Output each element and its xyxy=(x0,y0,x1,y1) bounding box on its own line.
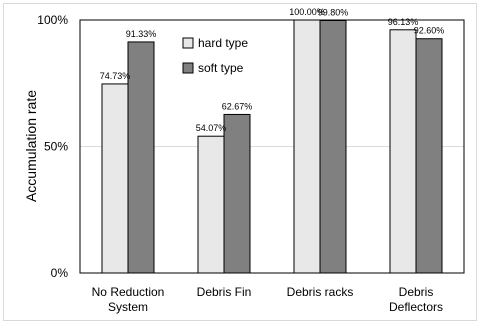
y-axis-label: Accumulation rate xyxy=(23,90,39,202)
data-label: 100.00% xyxy=(289,7,325,17)
legend-swatch xyxy=(182,62,194,74)
category-label: Debris racks xyxy=(287,285,354,299)
data-label: 74.73% xyxy=(100,71,131,81)
category-label: Deflectors xyxy=(389,300,443,314)
data-label: 99.80% xyxy=(318,8,349,18)
data-label: 91.33% xyxy=(126,29,157,39)
legend-label: hard type xyxy=(198,36,248,50)
bar xyxy=(197,135,225,274)
data-label: 62.67% xyxy=(222,101,253,111)
y-tick-label: 100% xyxy=(37,13,68,27)
y-axis-ticks: 0% 50% 100% xyxy=(37,13,68,280)
bar xyxy=(293,19,321,274)
legend: hard type soft type xyxy=(182,36,248,75)
bar xyxy=(223,113,251,274)
bar xyxy=(389,29,417,274)
bar xyxy=(127,41,155,274)
y-tick-label: 50% xyxy=(44,140,68,154)
y-tick-label: 0% xyxy=(51,266,69,280)
legend-label: soft type xyxy=(198,61,244,75)
data-label: 96.13% xyxy=(388,17,419,27)
data-label: 54.07% xyxy=(196,123,227,133)
legend-swatch xyxy=(182,37,194,49)
category-label: Debris xyxy=(399,285,434,299)
plot-area xyxy=(79,19,465,274)
bar xyxy=(415,38,443,274)
data-label: 92.60% xyxy=(414,26,445,36)
bar xyxy=(101,83,129,274)
bar xyxy=(319,20,347,274)
category-label: Debris Fin xyxy=(197,285,252,299)
plot-border xyxy=(79,19,465,274)
bars xyxy=(101,19,443,274)
data-labels: 74.73% 91.33% 54.07% 62.67% 100.00%99.80% 96.… xyxy=(100,7,445,133)
category-label: No Reduction xyxy=(92,285,165,299)
category-label: System xyxy=(108,300,148,314)
